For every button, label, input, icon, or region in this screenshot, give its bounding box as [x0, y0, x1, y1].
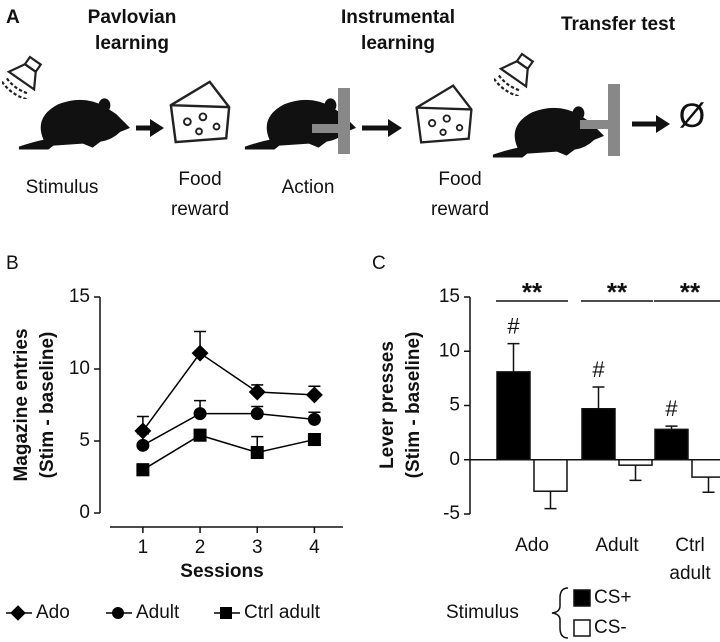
- error-bar: [507, 342, 520, 372]
- arrow-head: [388, 119, 402, 137]
- legend-label: CS+: [594, 587, 632, 608]
- stage-title: Instrumental: [341, 7, 455, 28]
- y-axis-label: (Stim - baseline): [403, 332, 424, 479]
- lever: [312, 124, 344, 133]
- rat-icon: [18, 98, 131, 150]
- x-tick-label: 2: [195, 537, 206, 558]
- data-point: [307, 433, 321, 447]
- marker-label: #: [592, 357, 605, 382]
- caption: Food: [438, 169, 481, 190]
- caption: Food: [178, 169, 221, 190]
- legend-swatch: [573, 589, 591, 607]
- error-bar: [592, 386, 605, 409]
- x-tick-label: 1: [138, 537, 149, 558]
- lever: [338, 88, 350, 154]
- y-tick-label: 10: [439, 340, 460, 361]
- arrow-head: [150, 119, 164, 137]
- speaker-icon: [494, 52, 538, 96]
- marker-label: #: [507, 313, 520, 338]
- caption: Action: [282, 177, 335, 198]
- error-bar: [544, 491, 557, 510]
- x-tick-label: 4: [309, 537, 320, 558]
- legend-marker: [112, 607, 124, 619]
- panel-label: A: [6, 7, 20, 28]
- marker-label: #: [665, 396, 678, 421]
- data-point: [193, 407, 207, 421]
- y-axis-label: (Stim - baseline): [37, 332, 58, 479]
- bar: [618, 459, 653, 466]
- x-tick-label: 3: [252, 537, 263, 558]
- y-tick-label: 10: [69, 358, 90, 379]
- significance-label: **: [522, 277, 543, 307]
- stage-title: learning: [361, 33, 435, 54]
- legend-marker: [10, 605, 26, 621]
- bar: [533, 459, 568, 492]
- legend-label: Ctrl adult: [244, 602, 321, 623]
- significance-label: **: [607, 277, 628, 307]
- data-point: [248, 383, 266, 401]
- data-point: [250, 407, 264, 421]
- bar: [654, 428, 689, 461]
- y-axis-label: Lever presses: [377, 341, 398, 469]
- y-tick-label: -5: [443, 503, 460, 524]
- legend-brace: [551, 587, 569, 639]
- data-point: [191, 344, 209, 362]
- bar: [691, 459, 720, 478]
- error-bar: [629, 465, 642, 482]
- y-tick-label: 0: [79, 502, 90, 523]
- arrow-head: [656, 115, 670, 133]
- bar: [581, 408, 616, 461]
- panel-label: B: [6, 253, 19, 274]
- stage-title: Transfer test: [561, 14, 676, 35]
- cheese-icon: [415, 84, 473, 144]
- data-point: [250, 446, 264, 460]
- lever: [580, 120, 612, 129]
- data-point: [136, 438, 150, 452]
- x-axis-label: Sessions: [180, 561, 263, 582]
- y-tick-label: 5: [79, 430, 90, 451]
- panel-label: C: [372, 253, 386, 274]
- data-point: [305, 386, 323, 404]
- cheese-icon: [169, 80, 231, 144]
- lever: [608, 84, 620, 156]
- y-tick-label: 5: [449, 395, 460, 416]
- y-tick-label: 0: [449, 449, 460, 470]
- error-bar: [702, 477, 715, 494]
- y-tick-label: 15: [69, 286, 90, 307]
- legend-label: Ado: [36, 602, 70, 623]
- x-tick-label: Ctrl adult: [669, 535, 711, 584]
- legend-marker: [220, 607, 232, 619]
- outcome: Ø: [679, 97, 705, 135]
- data-point: [136, 463, 150, 477]
- data-point: [307, 412, 321, 426]
- caption: reward: [431, 199, 489, 220]
- legend-swatch: [573, 619, 591, 637]
- caption: Stimulus: [26, 177, 99, 198]
- stage-title: learning: [95, 33, 169, 54]
- y-axis-label: Magazine entries: [11, 328, 32, 481]
- speaker-icon: [2, 55, 46, 99]
- legend-label: Adult: [136, 602, 180, 623]
- data-point: [134, 422, 152, 440]
- series-line: [142, 412, 315, 446]
- legend-label: CS-: [594, 617, 627, 638]
- caption: reward: [171, 199, 229, 220]
- legend-title: Stimulus: [446, 602, 519, 623]
- rat-icon: [492, 106, 605, 158]
- stage-title: Pavlovian: [88, 7, 177, 28]
- significance-label: **: [680, 277, 701, 307]
- data-point: [193, 428, 207, 442]
- y-tick-label: 15: [439, 286, 460, 307]
- x-tick-label: Adult: [595, 535, 639, 556]
- series-line: [142, 434, 315, 471]
- x-tick-label: Ado: [515, 535, 549, 556]
- series-line: [142, 352, 315, 432]
- bar: [496, 371, 531, 461]
